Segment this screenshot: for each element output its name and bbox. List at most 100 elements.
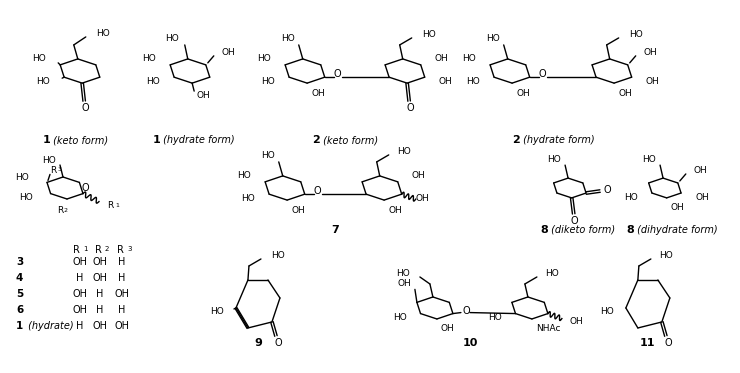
Text: (keto form): (keto form) bbox=[320, 135, 378, 145]
Text: 11: 11 bbox=[640, 338, 656, 348]
Text: 5: 5 bbox=[16, 289, 23, 299]
Text: OH: OH bbox=[439, 77, 452, 86]
Text: 2: 2 bbox=[512, 135, 520, 145]
Text: H: H bbox=[96, 305, 104, 315]
Text: HO: HO bbox=[18, 193, 33, 202]
Text: OH: OH bbox=[115, 289, 130, 299]
Text: OH: OH bbox=[92, 321, 107, 331]
Text: R: R bbox=[73, 245, 79, 255]
Text: 8: 8 bbox=[540, 225, 548, 235]
Text: H: H bbox=[96, 289, 104, 299]
Text: O: O bbox=[462, 305, 470, 316]
Text: 1: 1 bbox=[115, 203, 119, 208]
Text: O: O bbox=[334, 69, 342, 79]
Text: O: O bbox=[603, 185, 611, 195]
Text: OH: OH bbox=[434, 54, 448, 63]
Text: HO: HO bbox=[281, 34, 295, 43]
Text: HO: HO bbox=[624, 192, 638, 201]
Text: 2: 2 bbox=[105, 246, 110, 252]
Text: OH: OH bbox=[73, 289, 87, 299]
Text: OH: OH bbox=[411, 171, 426, 180]
Text: OH: OH bbox=[441, 325, 454, 333]
Text: OH: OH bbox=[115, 321, 130, 331]
Text: HO: HO bbox=[545, 269, 559, 279]
Text: HO: HO bbox=[147, 77, 160, 86]
Text: OH: OH bbox=[416, 194, 429, 203]
Text: HO: HO bbox=[600, 307, 614, 316]
Text: 7: 7 bbox=[331, 225, 339, 235]
Text: 1: 1 bbox=[152, 135, 160, 145]
Text: (hydrate form): (hydrate form) bbox=[520, 135, 594, 145]
Text: 1: 1 bbox=[83, 246, 87, 252]
Text: HO: HO bbox=[629, 31, 642, 40]
Text: HO: HO bbox=[486, 34, 500, 43]
Text: HO: HO bbox=[36, 77, 50, 86]
Text: R: R bbox=[50, 166, 56, 175]
Text: 8: 8 bbox=[626, 225, 634, 235]
Text: 3: 3 bbox=[58, 167, 62, 172]
Text: HO: HO bbox=[466, 77, 480, 86]
Text: OH: OH bbox=[397, 279, 411, 288]
Text: OH: OH bbox=[73, 305, 87, 315]
Text: HO: HO bbox=[548, 154, 561, 164]
Text: OH: OH bbox=[695, 192, 709, 201]
Text: HO: HO bbox=[238, 171, 251, 180]
Text: HO: HO bbox=[659, 251, 673, 260]
Text: 2: 2 bbox=[64, 208, 68, 213]
Text: 3: 3 bbox=[16, 257, 23, 267]
Text: (hydrate): (hydrate) bbox=[25, 321, 73, 331]
Text: OH: OH bbox=[644, 48, 657, 57]
Text: OH: OH bbox=[646, 77, 659, 86]
Text: HO: HO bbox=[396, 269, 410, 279]
Text: (keto form): (keto form) bbox=[50, 135, 108, 145]
Text: HO: HO bbox=[16, 173, 29, 182]
Text: H: H bbox=[76, 273, 84, 283]
Text: 1: 1 bbox=[42, 135, 50, 145]
Text: HO: HO bbox=[393, 313, 406, 322]
Text: OH: OH bbox=[92, 257, 107, 267]
Text: OH: OH bbox=[388, 206, 402, 214]
Text: R: R bbox=[107, 201, 113, 210]
Text: H: H bbox=[76, 321, 84, 331]
Text: HO: HO bbox=[261, 151, 275, 160]
Text: 9: 9 bbox=[254, 338, 262, 348]
Text: HO: HO bbox=[142, 54, 156, 63]
Text: O: O bbox=[664, 338, 672, 348]
Text: HO: HO bbox=[241, 194, 255, 203]
Text: (diketo form): (diketo form) bbox=[548, 225, 615, 235]
Text: HO: HO bbox=[271, 251, 285, 260]
Text: O: O bbox=[81, 183, 89, 193]
Text: HO: HO bbox=[210, 307, 224, 316]
Text: OH: OH bbox=[570, 317, 584, 326]
Text: OH: OH bbox=[73, 257, 87, 267]
Text: H: H bbox=[118, 257, 126, 267]
Text: 10: 10 bbox=[462, 338, 477, 348]
Text: R: R bbox=[116, 245, 124, 255]
Text: O: O bbox=[539, 69, 547, 79]
Text: HO: HO bbox=[397, 147, 411, 156]
Text: HO: HO bbox=[462, 54, 476, 63]
Text: OH: OH bbox=[694, 166, 707, 175]
Text: NHAc: NHAc bbox=[536, 325, 560, 333]
Text: O: O bbox=[571, 216, 579, 226]
Text: HO: HO bbox=[422, 31, 435, 40]
Text: OH: OH bbox=[670, 203, 685, 212]
Text: OH: OH bbox=[92, 273, 107, 283]
Text: 1: 1 bbox=[16, 321, 23, 331]
Text: OH: OH bbox=[311, 89, 325, 98]
Text: HO: HO bbox=[258, 54, 271, 63]
Text: (hydrate form): (hydrate form) bbox=[160, 135, 235, 145]
Text: HO: HO bbox=[95, 29, 110, 38]
Text: R: R bbox=[95, 245, 101, 255]
Text: OH: OH bbox=[618, 89, 632, 98]
Text: 2: 2 bbox=[312, 135, 320, 145]
Text: HO: HO bbox=[165, 34, 179, 43]
Text: HO: HO bbox=[42, 156, 56, 164]
Text: O: O bbox=[274, 338, 282, 348]
Text: O: O bbox=[314, 186, 322, 196]
Text: OH: OH bbox=[196, 91, 210, 100]
Text: O: O bbox=[81, 103, 89, 113]
Text: 6: 6 bbox=[16, 305, 23, 315]
Text: OH: OH bbox=[222, 48, 235, 57]
Text: 4: 4 bbox=[16, 273, 24, 283]
